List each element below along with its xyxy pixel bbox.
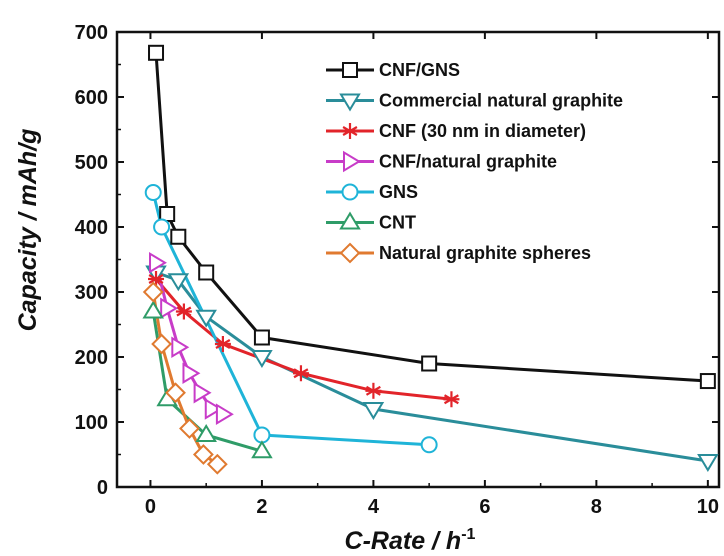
series-line-2 (154, 278, 452, 401)
data-point-s1 (167, 273, 190, 292)
legend-marker-6 (339, 242, 361, 264)
legend: CNF/GNS Commercial natural graphite CNF (3… (326, 60, 623, 264)
data-point-s3 (149, 251, 167, 274)
data-point-s2 (148, 271, 165, 287)
data-point-s2 (365, 382, 382, 399)
data-point-s6 (192, 444, 214, 465)
y-tick-label: 200 (75, 347, 108, 369)
series-line-5 (151, 311, 263, 453)
legend-marker-5 (339, 211, 361, 230)
legend-label-2: CNF (30 nm in diameter) (379, 121, 586, 141)
data-point-s3 (193, 381, 212, 404)
series-line-4 (151, 192, 430, 447)
data-point-s1 (251, 350, 273, 368)
data-point-s4 (253, 426, 271, 444)
data-point-s4 (144, 184, 162, 202)
data-point-s1 (697, 454, 719, 472)
y-axis-title: Capacity / mAh/g (14, 129, 42, 332)
y-tick-label: 300 (75, 282, 108, 304)
data-point-s3 (215, 403, 234, 425)
data-point-s5 (195, 424, 217, 442)
data-point-s3 (182, 362, 201, 385)
x-axis-title-main: C-Rate / h (345, 527, 462, 555)
x-tick-label: 6 (479, 496, 490, 518)
data-point-s3 (160, 297, 179, 320)
data-point-s6 (206, 453, 228, 475)
legend-marker-3 (343, 150, 361, 173)
x-axis-title: C-Rate / h-1 (345, 526, 476, 555)
x-axis-title-exponent: -1 (461, 526, 475, 543)
legend-marker-4 (341, 183, 359, 201)
data-point-s5 (251, 440, 273, 459)
data-point-s0 (170, 228, 187, 245)
x-tick-label: 2 (256, 496, 267, 518)
axis-ticks (117, 31, 719, 488)
legend-label-1: Commercial natural graphite (379, 91, 623, 111)
data-point-s2 (443, 391, 460, 408)
data-point-s0 (148, 44, 165, 61)
data-point-s2 (292, 365, 309, 382)
data-point-s2 (214, 336, 231, 352)
y-tick-label: 500 (75, 152, 108, 174)
data-point-s3 (171, 336, 190, 359)
x-tick-label: 0 (145, 496, 156, 518)
data-point-s5 (142, 300, 164, 319)
x-tick-label: 8 (591, 496, 602, 518)
legend-marker-2 (342, 123, 358, 139)
y-tick-label: 700 (75, 22, 108, 44)
legend-marker-0 (342, 62, 358, 78)
x-tick-label: 10 (697, 496, 719, 518)
y-axis-title-text: Capacity / mAh/g (14, 129, 42, 332)
data-point-s1 (195, 309, 217, 328)
data-point-s0 (421, 355, 438, 372)
x-tick-label: 4 (368, 496, 380, 518)
data-point-s1 (362, 402, 385, 420)
series-markers (142, 44, 719, 475)
legend-label-6: Natural graphite spheres (379, 243, 591, 263)
data-point-s6 (142, 281, 164, 303)
data-point-s4 (420, 436, 438, 454)
y-tick-label: 100 (75, 412, 108, 434)
legend-label-5: CNT (379, 213, 416, 233)
data-point-s4 (153, 218, 171, 236)
data-point-s0 (198, 264, 215, 281)
data-point-s6 (179, 418, 200, 439)
legend-label-0: CNF/GNS (379, 60, 460, 80)
legend-label-3: CNF/natural graphite (379, 152, 557, 172)
data-point-s0 (699, 373, 716, 390)
data-point-s6 (151, 333, 173, 355)
data-point-s0 (253, 329, 270, 346)
y-tick-label: 400 (75, 217, 108, 239)
legend-label-4: GNS (379, 182, 418, 202)
data-point-s6 (165, 382, 186, 404)
y-tick-label: 600 (75, 87, 108, 109)
data-point-s3 (204, 398, 223, 420)
y-tick-label: 0 (97, 477, 108, 499)
data-point-s2 (175, 303, 192, 320)
legend-marker-1 (339, 93, 361, 112)
